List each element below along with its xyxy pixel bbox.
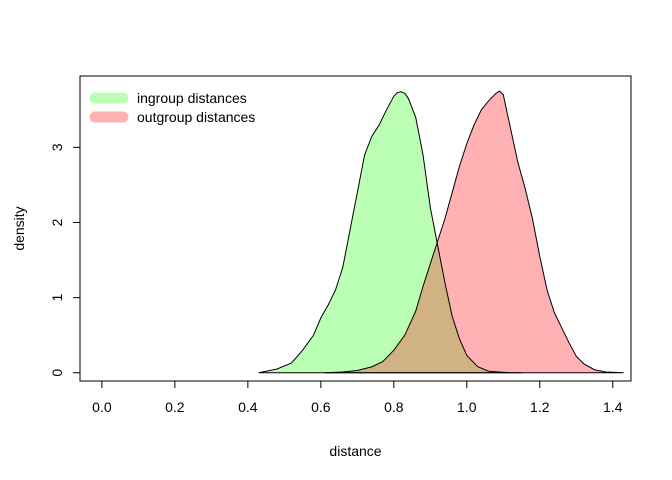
y-tick-label: 3 bbox=[49, 143, 65, 151]
x-tick-label: 0.4 bbox=[238, 399, 258, 415]
density-outline-ingroup bbox=[258, 91, 522, 374]
density-outline-outgroup bbox=[324, 90, 624, 374]
density-fill-ingroup bbox=[258, 91, 522, 373]
y-tick-label: 1 bbox=[49, 294, 65, 302]
y-axis-title: density bbox=[11, 206, 27, 250]
y-axis: 0 1 2 3 bbox=[49, 143, 81, 377]
x-tick-label: 1.4 bbox=[603, 399, 623, 415]
legend: ingroup distances outgroup distances bbox=[89, 90, 255, 125]
density-fill-outgroup bbox=[324, 91, 624, 373]
x-tick-label: 1.2 bbox=[530, 399, 550, 415]
x-axis-title: distance bbox=[329, 443, 381, 459]
plot-layer bbox=[258, 90, 624, 374]
x-axis: 0.0 0.2 0.4 0.6 0.8 1.0 1.2 1.4 bbox=[92, 380, 623, 415]
legend-label-ingroup: ingroup distances bbox=[137, 90, 247, 106]
x-tick-label: 0.2 bbox=[165, 399, 185, 415]
x-tick-label: 0.6 bbox=[311, 399, 331, 415]
x-tick-label: 0.0 bbox=[92, 399, 112, 415]
legend-label-outgroup: outgroup distances bbox=[137, 109, 255, 125]
y-tick-label: 0 bbox=[49, 369, 65, 377]
y-tick-label: 2 bbox=[49, 218, 65, 226]
x-tick-label: 1.0 bbox=[457, 399, 477, 415]
x-tick-label: 0.8 bbox=[384, 399, 404, 415]
